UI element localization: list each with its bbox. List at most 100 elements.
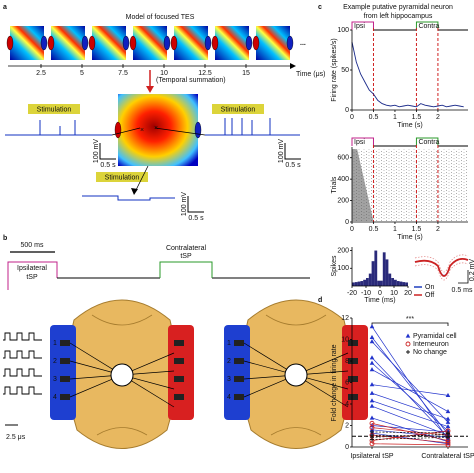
histogram-bar	[377, 280, 380, 286]
histogram-bar	[360, 281, 364, 286]
target	[110, 363, 134, 387]
trace	[5, 120, 112, 136]
electrode-label: 1	[227, 340, 231, 347]
y-tick-label: 12	[341, 315, 349, 322]
pyramidal-marker	[405, 333, 411, 338]
electrode-label: 1	[53, 340, 57, 347]
stim-box	[212, 104, 264, 114]
pad	[348, 394, 358, 400]
x-tick-label: -20	[347, 290, 357, 297]
skull-detail	[265, 314, 327, 436]
time-tick-label: 15	[242, 70, 250, 77]
epoch-label: Ipsilateral	[17, 265, 47, 272]
pyramidal-marker	[369, 360, 375, 365]
stim-box	[28, 104, 80, 114]
scale-label: 100 mV	[93, 139, 100, 163]
y-axis-label: Spikes	[331, 255, 338, 277]
field-map	[10, 26, 44, 60]
x-tick-label: 0	[350, 226, 354, 233]
y-tick-label: 200	[337, 247, 349, 254]
raster-dense	[352, 149, 374, 221]
panel-label: b	[3, 235, 7, 242]
panel-title: Model of focused TES	[126, 14, 195, 21]
line	[154, 127, 206, 136]
x-tick-label: 1.5	[412, 114, 422, 121]
trace	[205, 118, 300, 136]
histogram-bar	[368, 273, 372, 286]
significance-label: ***	[406, 316, 414, 323]
electrode	[163, 35, 171, 51]
pair-line	[371, 434, 449, 437]
waveform-band	[414, 262, 469, 281]
electrode	[252, 35, 260, 51]
pad	[174, 358, 184, 364]
pyramidal-marker	[369, 339, 375, 344]
stim-label: Stimulation	[105, 174, 140, 181]
time-tick-label: 12.5	[198, 70, 212, 77]
ipsi-epoch	[7, 261, 58, 290]
pair-line	[371, 431, 449, 434]
pad	[348, 358, 358, 364]
pad	[60, 340, 70, 346]
pair-line	[371, 405, 449, 436]
pair-line	[371, 326, 449, 440]
panel-title: Example putative pyramidal neuron	[343, 4, 453, 11]
x-tick-label: 0.5	[369, 226, 379, 233]
pyramidal-marker	[369, 367, 375, 372]
ellipsis: ...	[300, 40, 306, 47]
pyramidal-marker	[369, 398, 375, 403]
skull-detail	[91, 314, 153, 436]
pair-line	[371, 384, 449, 396]
histogram-bar	[391, 278, 394, 286]
histogram-bar	[396, 281, 400, 286]
pyramidal-marker	[369, 382, 375, 387]
pad	[234, 358, 244, 364]
scale-label: 100 mV	[278, 139, 285, 163]
scale-bar	[99, 143, 116, 160]
pyramidal-marker	[445, 409, 451, 414]
scale-bar	[284, 143, 301, 160]
x-tick-label: 0	[350, 114, 354, 121]
epoch-label: tSP	[26, 274, 38, 281]
histogram-bar	[357, 281, 361, 286]
line	[134, 165, 149, 193]
electrode-label: 3	[53, 376, 57, 383]
waveform-band	[414, 254, 469, 273]
field-map	[92, 26, 126, 60]
pyramidal-marker	[445, 392, 451, 397]
interneuron-marker	[369, 441, 375, 447]
x-axis-label: Time (s)	[397, 234, 422, 241]
pair-line	[371, 392, 449, 420]
epoch-label: Contra	[418, 23, 439, 30]
trace	[82, 195, 175, 201]
x-tick-label: Contralateral tSP	[421, 453, 474, 460]
y-tick-label: 0	[345, 444, 349, 451]
x-tick-label: 1	[393, 226, 397, 233]
x-tick-label: 1	[393, 114, 397, 121]
pair-line	[371, 337, 449, 435]
scale-bar	[458, 270, 469, 284]
raster-dots	[353, 149, 468, 221]
field-map	[256, 26, 290, 60]
y-axis-label: Fold change in firing rate	[331, 344, 338, 421]
time-tick-label: 7.5	[118, 70, 128, 77]
histogram-bar	[394, 279, 397, 286]
legend-label: Pyramidal cell	[413, 333, 457, 340]
y-tick-label: 4	[345, 401, 349, 408]
histogram-bar	[366, 278, 369, 286]
scale-label: 0.5 s	[188, 215, 204, 222]
legend-label: No change	[413, 349, 447, 356]
pyramidal-marker	[369, 334, 375, 339]
contra-epoch	[415, 137, 439, 146]
electrode	[47, 35, 55, 51]
y-tick-label: 50	[341, 67, 349, 74]
panel-title: from left hippocampus	[364, 13, 433, 20]
pyramidal-marker	[369, 355, 375, 360]
pair-line	[371, 434, 449, 444]
contra-epoch	[159, 261, 213, 278]
line	[111, 127, 141, 136]
pair-line	[371, 400, 449, 427]
x-tick-label: 10	[390, 290, 398, 297]
target	[284, 363, 308, 387]
x-tick-label: 2	[436, 226, 440, 233]
